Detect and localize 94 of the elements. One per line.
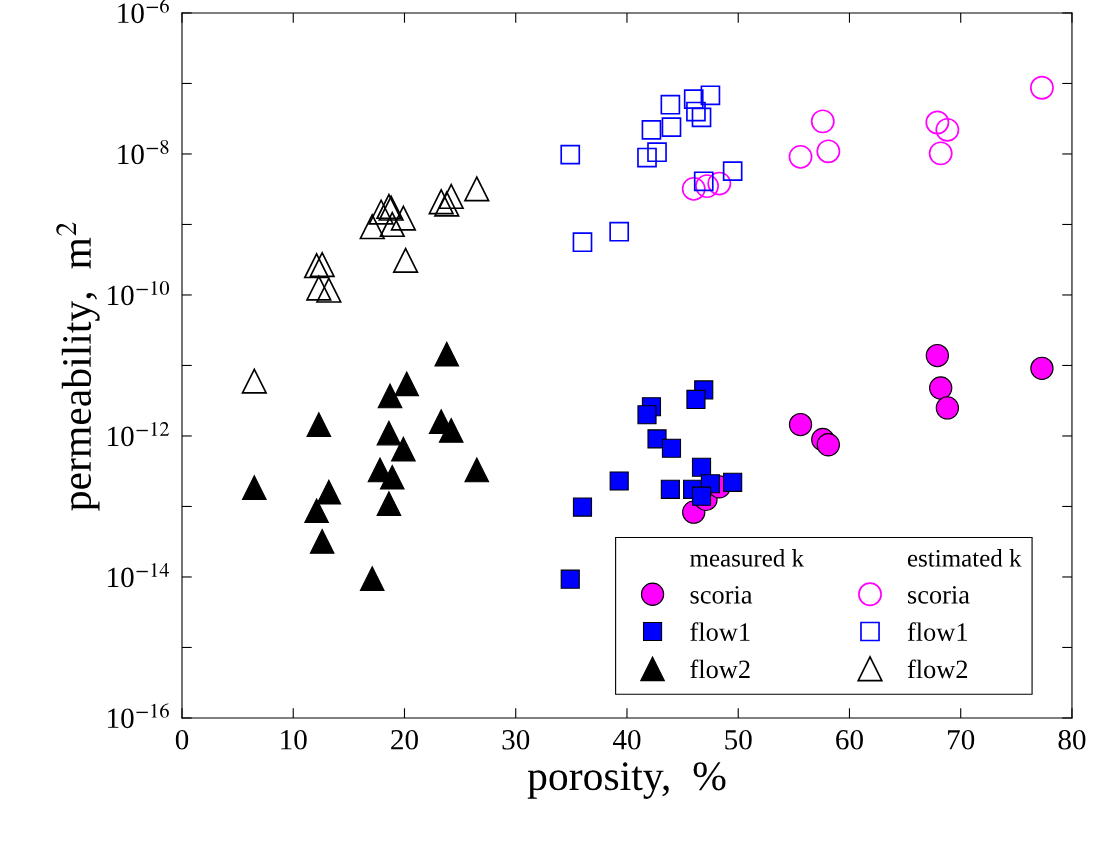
y-axis-title: permeability, m$^{2}$ bbox=[56, 222, 100, 511]
y-tick-label: 10$^{−14}$ bbox=[108, 562, 170, 588]
x-tick-label: 30 bbox=[502, 729, 530, 750]
x-tick-label: 70 bbox=[948, 729, 975, 750]
point bbox=[816, 139, 841, 164]
point bbox=[691, 107, 712, 128]
point bbox=[379, 211, 405, 238]
point bbox=[560, 569, 580, 589]
point bbox=[392, 247, 419, 273]
annotation: estimated k bbox=[907, 549, 1022, 567]
point bbox=[929, 376, 953, 400]
point bbox=[925, 110, 950, 135]
point bbox=[368, 199, 394, 225]
point bbox=[935, 117, 960, 142]
point bbox=[464, 176, 490, 202]
point bbox=[637, 147, 657, 168]
point bbox=[641, 119, 662, 140]
point bbox=[695, 174, 720, 199]
x-tick-label: 20 bbox=[391, 729, 418, 750]
x-tick-label: 40 bbox=[612, 729, 641, 750]
point bbox=[316, 479, 342, 505]
point bbox=[309, 251, 335, 278]
point bbox=[686, 389, 706, 409]
point bbox=[376, 491, 402, 516]
y-tick-label: 10$^{−16}$ bbox=[108, 703, 169, 729]
point bbox=[637, 405, 657, 425]
point bbox=[241, 368, 267, 394]
point bbox=[700, 85, 721, 106]
legend-label: flow1 bbox=[690, 622, 750, 641]
point bbox=[394, 371, 420, 397]
point bbox=[438, 183, 464, 210]
point bbox=[241, 475, 267, 500]
y-tick-label: 10$^{−10}$ bbox=[108, 280, 170, 306]
point bbox=[810, 109, 835, 134]
point bbox=[316, 277, 342, 303]
point bbox=[438, 418, 464, 443]
point bbox=[660, 479, 680, 499]
point bbox=[609, 221, 630, 242]
point bbox=[816, 433, 841, 457]
point bbox=[376, 420, 402, 446]
point bbox=[647, 429, 667, 449]
point bbox=[1030, 356, 1054, 381]
y-tick-label: 10$^{−12}$ bbox=[108, 421, 170, 447]
legend-label: scoria bbox=[690, 585, 753, 604]
point bbox=[693, 171, 714, 192]
x-tick-label: 10 bbox=[281, 729, 307, 750]
point bbox=[1029, 75, 1054, 100]
point bbox=[691, 457, 712, 477]
point bbox=[428, 189, 454, 215]
legend-label: flow2 bbox=[907, 659, 968, 679]
point bbox=[609, 471, 629, 491]
point bbox=[788, 412, 813, 437]
point bbox=[928, 141, 953, 166]
point bbox=[925, 343, 950, 368]
point bbox=[572, 232, 593, 253]
y-tick-label: 10$^{−8}$ bbox=[118, 139, 169, 165]
x-axis-title: porosity, % bbox=[527, 762, 726, 799]
point bbox=[661, 117, 682, 138]
point bbox=[707, 171, 732, 196]
point bbox=[464, 457, 490, 483]
point bbox=[359, 566, 385, 591]
point bbox=[683, 89, 704, 109]
legend-label: scoria bbox=[908, 585, 970, 604]
point bbox=[434, 191, 460, 217]
point bbox=[379, 464, 405, 490]
point bbox=[935, 396, 960, 420]
point bbox=[686, 101, 706, 122]
point bbox=[309, 528, 335, 554]
point bbox=[647, 142, 667, 163]
point bbox=[390, 205, 417, 231]
point bbox=[391, 436, 416, 462]
legend-label: flow1 bbox=[907, 622, 967, 641]
annotation: measured k bbox=[690, 549, 805, 567]
point bbox=[434, 341, 460, 367]
point bbox=[304, 498, 329, 524]
point bbox=[788, 144, 813, 169]
point bbox=[722, 161, 743, 182]
point bbox=[691, 486, 712, 506]
point bbox=[303, 253, 330, 279]
point bbox=[560, 144, 581, 165]
legend-label: flow2 bbox=[690, 659, 750, 679]
point bbox=[681, 176, 706, 201]
x-tick-label: 0 bbox=[175, 729, 189, 750]
x-tick-label: 80 bbox=[1058, 729, 1086, 750]
point bbox=[359, 214, 385, 240]
x-tick-label: 50 bbox=[725, 729, 752, 750]
point bbox=[572, 497, 593, 517]
x-tick-label: 60 bbox=[836, 729, 863, 750]
point bbox=[377, 383, 403, 409]
point bbox=[306, 412, 332, 437]
point bbox=[660, 94, 681, 115]
point bbox=[723, 472, 743, 492]
point bbox=[306, 275, 332, 301]
point bbox=[661, 438, 682, 458]
